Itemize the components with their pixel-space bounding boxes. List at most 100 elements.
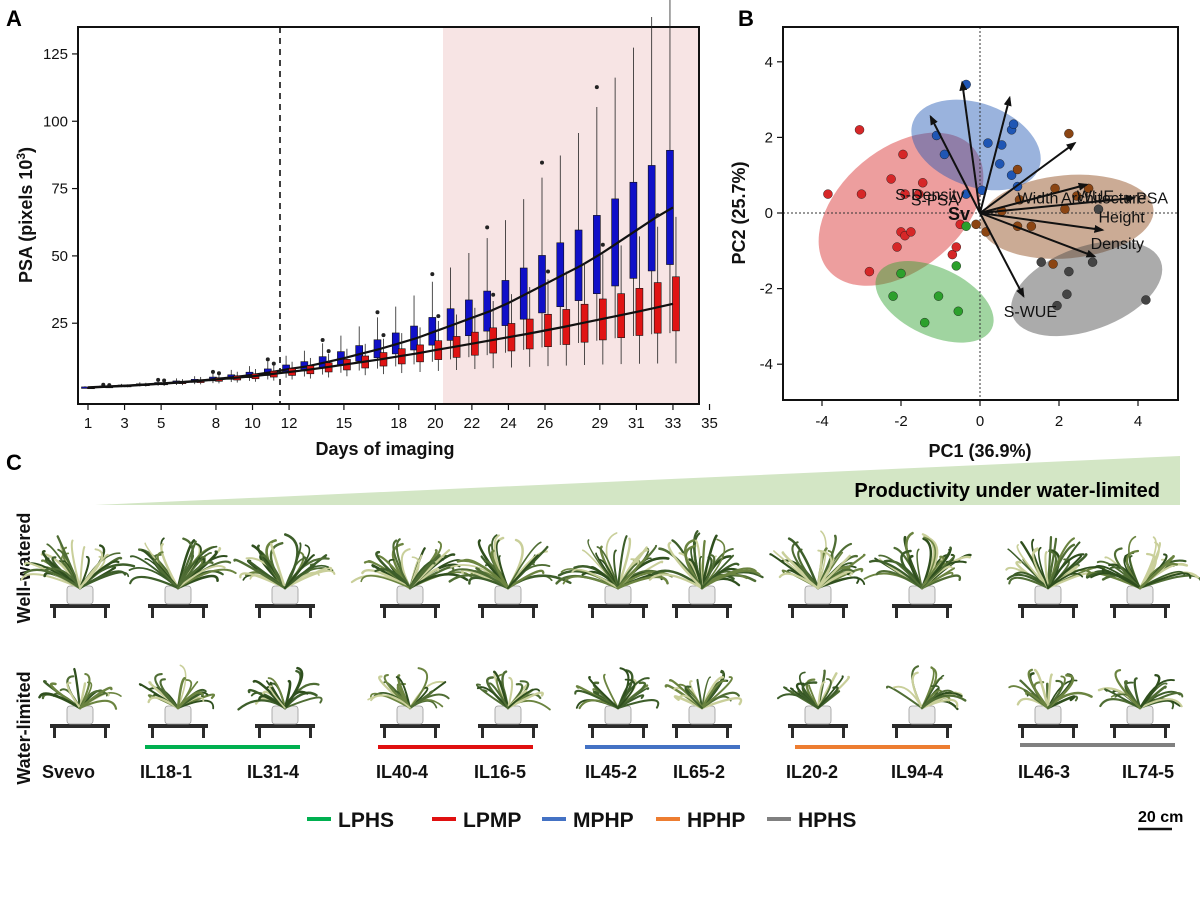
plant-leaf: [374, 568, 412, 590]
score-point: [920, 317, 930, 328]
plant-stand-leg: [309, 728, 312, 738]
plant-leaf: [176, 691, 204, 710]
box-outlier: [265, 357, 270, 362]
score-point: [1141, 295, 1151, 305]
plant-stand: [588, 724, 648, 728]
box-outlier: [594, 85, 599, 90]
panel-a-letter: A: [6, 6, 22, 31]
score-point: [914, 189, 924, 199]
plant-leaf: [696, 678, 704, 710]
plant-leaf: [506, 691, 544, 710]
genotype-label: Svevo: [42, 762, 95, 782]
score-point: [1006, 170, 1017, 180]
group-ellipse-blue: [911, 99, 1041, 191]
plant-leaf: [78, 553, 109, 590]
plant-leaf: [1046, 555, 1082, 590]
plant-leaf: [892, 685, 923, 709]
loading-arrow: [959, 80, 981, 214]
plant-leaf: [78, 570, 127, 590]
panel-a-frame: [77, 26, 700, 405]
plant-stand-leg: [675, 608, 678, 618]
score-point: [906, 227, 916, 237]
x-tick-label: 20: [427, 415, 444, 432]
loading-label: S-Density: [895, 187, 964, 204]
loading-arrow: [979, 182, 1089, 214]
plant-stand-leg: [532, 608, 535, 618]
plant-leaf: [616, 535, 628, 590]
score-point: [918, 178, 928, 188]
productivity-banner: Productivity under water-limited: [854, 480, 1160, 502]
trend-line: [87, 302, 674, 389]
y-tick-label: 100: [43, 113, 68, 130]
box-outlier: [375, 310, 380, 315]
score-point: [1026, 221, 1037, 231]
box-outlier: [655, 213, 660, 218]
plant-leaf: [1046, 543, 1076, 590]
plant-leaf: [1046, 695, 1076, 710]
plant-stand-leg: [1072, 608, 1075, 618]
plant-stand-leg: [532, 728, 535, 738]
score-point: [888, 291, 898, 301]
plant-leaf: [1025, 691, 1049, 709]
row-label-water-limited: Water-limited: [14, 671, 34, 784]
x-tick-label: 0: [976, 413, 984, 430]
score-point: [898, 149, 908, 160]
genotype-labels: Svevo IL18-1 IL31-4 IL40-4 IL16-5 IL45-2…: [42, 762, 1174, 782]
plant-stand-leg: [1164, 728, 1167, 738]
legend-label-hphp: HPHP: [687, 809, 745, 832]
plant-leaf: [1046, 679, 1064, 710]
plant-stand: [672, 604, 732, 608]
plant-stand: [148, 724, 208, 728]
y-tick-label: 25: [51, 315, 68, 332]
plant-leaf: [921, 674, 945, 709]
pc1-axis-title: PC1 (36.9%): [928, 441, 1031, 461]
loading-arrow: [979, 212, 1097, 258]
group-legend: LPHS LPMP MPHP HPHP HPHS: [307, 809, 856, 832]
box-outlier: [491, 292, 496, 297]
y-tick-label: 2: [765, 129, 773, 146]
loading-label: S-WUE: [1004, 304, 1057, 321]
plant-leaf: [701, 676, 711, 709]
plant-leaf: [1047, 566, 1106, 589]
plant-stand-leg: [53, 608, 56, 618]
box-outlier: [156, 377, 161, 382]
plant-leaf: [817, 681, 826, 709]
panel-a-chart: 1 3 5 8 10 12 15 18 20 22 24 26 29 31 33 35 25507510012…: [14, 0, 718, 459]
x-tick-label: 8: [212, 415, 220, 432]
plant-leaf: [44, 567, 81, 589]
plant-leaf: [20, 573, 82, 590]
genotype-label: IL18-1: [140, 762, 192, 782]
score-point: [854, 125, 865, 135]
score-point: [1072, 191, 1082, 201]
plant-leaf: [233, 558, 287, 590]
y-ticks: 25 50 75 100 125: [43, 46, 78, 332]
plant-stand-leg: [151, 608, 154, 618]
box-outlier: [271, 361, 276, 366]
score-point: [1064, 266, 1074, 277]
plant-stand-leg: [946, 728, 949, 738]
score-point: [1036, 257, 1046, 267]
plant-leaf: [506, 676, 514, 710]
plant-stand: [478, 724, 538, 728]
genotype-label: IL45-2: [585, 762, 637, 782]
plant-leaf: [684, 685, 703, 709]
group-ellipse-red: [818, 132, 984, 286]
genotype-label: IL46-3: [1018, 762, 1070, 782]
score-point: [1087, 257, 1098, 267]
plant-leaf: [456, 559, 510, 590]
score-point: [900, 189, 910, 199]
plant-leaf: [73, 667, 82, 710]
svevo-center-label: Sv: [948, 204, 970, 224]
plant-stand-leg: [258, 608, 261, 618]
box-iqr: [666, 149, 674, 265]
score-point: [961, 221, 971, 231]
plant-stand-leg: [104, 608, 107, 618]
y-tick-label: 75: [51, 181, 68, 198]
plant-leaf: [616, 554, 650, 590]
plant-leaf: [616, 699, 660, 710]
plant-leaf: [448, 568, 510, 590]
box-outlier: [430, 272, 435, 277]
plant-leaf: [596, 546, 619, 589]
plant-leaf: [507, 541, 542, 589]
